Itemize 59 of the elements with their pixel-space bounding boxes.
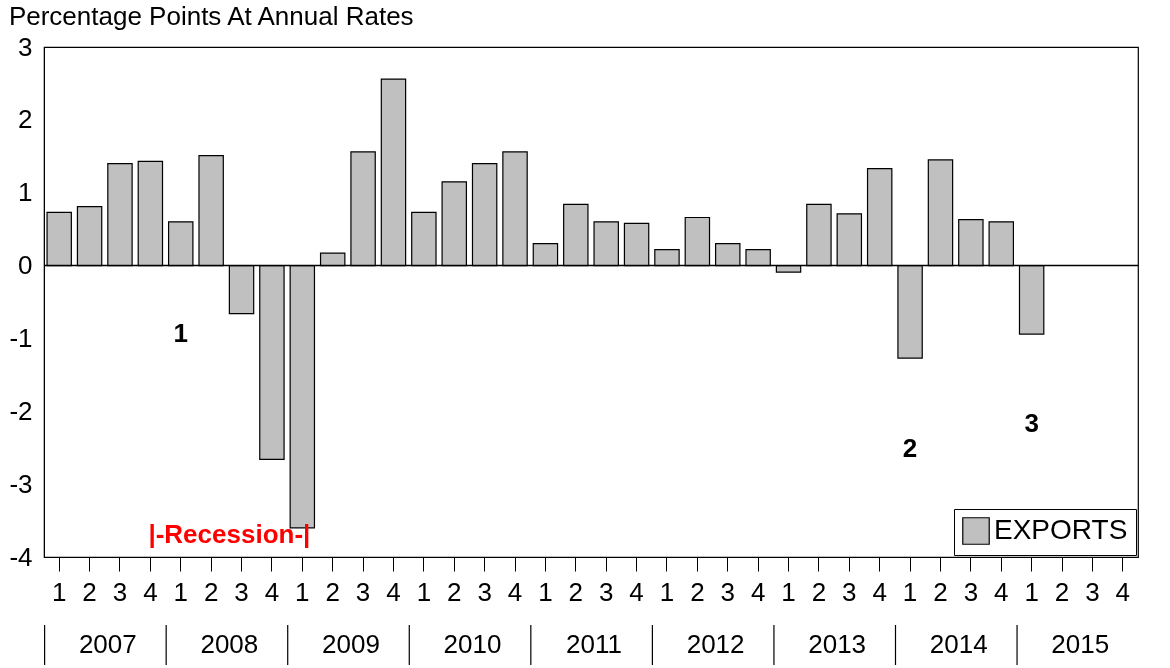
x-tick-label: 1 bbox=[295, 576, 310, 607]
y-tick-label: 3 bbox=[18, 31, 33, 62]
x-tick-label: 3 bbox=[355, 576, 371, 607]
x-tick-label: 2 bbox=[690, 576, 705, 607]
x-tick-label: 2 bbox=[1054, 576, 1070, 607]
x-tick-label: 1 bbox=[902, 576, 918, 607]
y-tick-label: -1 bbox=[9, 322, 33, 353]
annotation: |-Recession-| bbox=[148, 519, 311, 549]
text: 2010 bbox=[443, 629, 502, 659]
x-tick-label: 1 bbox=[416, 576, 432, 607]
x-tick-label: 4 bbox=[143, 576, 158, 607]
x-tick-label: 2 bbox=[325, 576, 340, 607]
x-tick-label: 3 bbox=[963, 576, 979, 607]
x-tick-label: 1 bbox=[659, 576, 675, 607]
x-tick-label: 4 bbox=[507, 576, 523, 607]
x-tick-label: 3 bbox=[112, 576, 128, 607]
text: 2014 bbox=[929, 629, 988, 659]
text: 2007 bbox=[78, 629, 137, 659]
y-tick-label: 1 bbox=[18, 177, 33, 208]
legend-label: EXPORTS bbox=[994, 514, 1128, 545]
x-tick-label: 4 bbox=[872, 576, 887, 607]
x-tick-label: 3 bbox=[477, 576, 492, 607]
x-tick-label: 1 bbox=[173, 576, 188, 607]
text: 2013 bbox=[808, 629, 867, 659]
x-tick-label: 3 bbox=[842, 576, 857, 607]
x-tick-label: 1 bbox=[781, 576, 796, 607]
y-tick-label: -4 bbox=[9, 541, 33, 572]
annotation: 3 bbox=[1024, 408, 1039, 438]
x-tick-label: 2 bbox=[203, 576, 219, 607]
x-tick-label: 3 bbox=[598, 576, 614, 607]
y-tick-label: 2 bbox=[18, 104, 33, 135]
x-tick-label: 2 bbox=[568, 576, 584, 607]
x-tick-label: 4 bbox=[1115, 576, 1131, 607]
x-tick-label: 1 bbox=[1024, 576, 1039, 607]
x-tick-label: 1 bbox=[538, 576, 553, 607]
x-tick-label: 3 bbox=[234, 576, 249, 607]
x-tick-label: 4 bbox=[750, 576, 766, 607]
text: 2012 bbox=[686, 629, 745, 659]
x-tick-label: 3 bbox=[720, 576, 735, 607]
annotation: 1 bbox=[173, 318, 188, 348]
x-tick-label: 1 bbox=[51, 576, 67, 607]
x-tick-label: 2 bbox=[447, 576, 462, 607]
chart-title: Percentage Points At Annual Rates bbox=[8, 1, 414, 31]
text: 2009 bbox=[322, 629, 380, 659]
x-tick-label: 4 bbox=[994, 576, 1009, 607]
text: 2008 bbox=[200, 629, 259, 659]
x-tick-label: 4 bbox=[386, 576, 401, 607]
x-tick-label: 2 bbox=[933, 576, 948, 607]
x-tick-label: 4 bbox=[264, 576, 280, 607]
y-tick-label: 0 bbox=[18, 250, 33, 281]
text: 2015 bbox=[1051, 629, 1110, 659]
y-tick-label: -2 bbox=[9, 395, 33, 426]
y-tick-label: -3 bbox=[9, 468, 33, 499]
x-tick-label: 4 bbox=[629, 576, 644, 607]
x-tick-label: 2 bbox=[82, 576, 97, 607]
annotation: 2 bbox=[902, 433, 918, 463]
x-tick-label: 3 bbox=[1085, 576, 1100, 607]
x-tick-label: 2 bbox=[811, 576, 827, 607]
text: 2011 bbox=[566, 629, 622, 659]
